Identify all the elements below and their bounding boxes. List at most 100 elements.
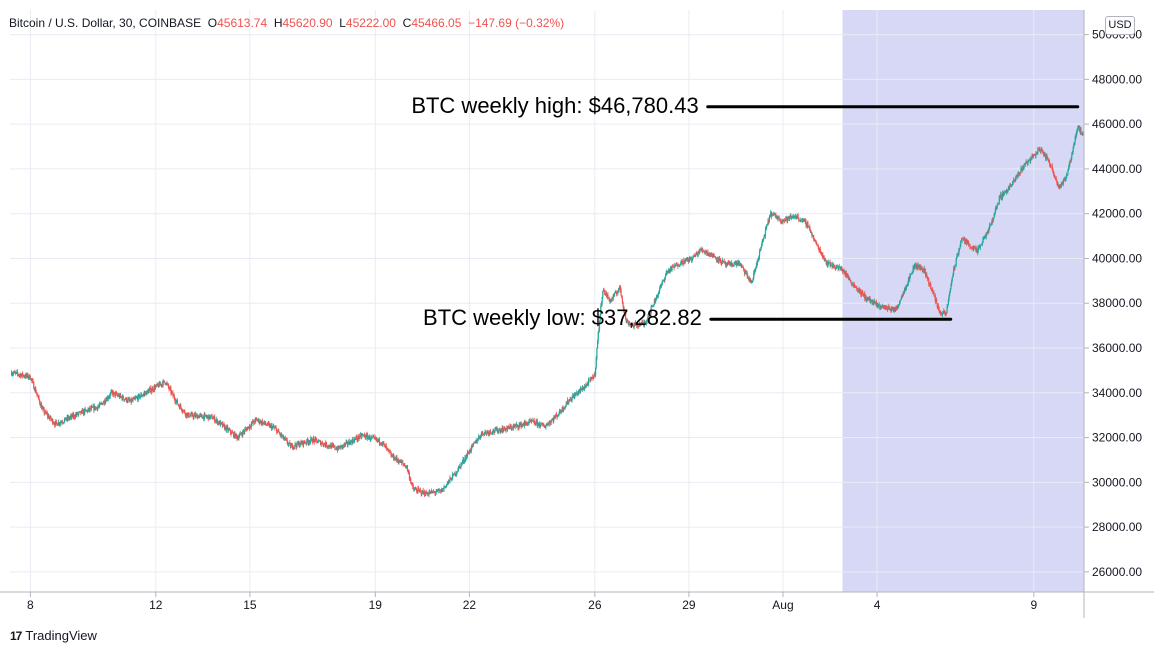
candle-body xyxy=(397,460,399,463)
candle-body xyxy=(724,261,726,263)
candle-body xyxy=(497,431,499,433)
candle-body xyxy=(344,443,346,445)
candle-body xyxy=(874,301,876,303)
candle-body xyxy=(431,490,433,492)
candle-body xyxy=(12,373,14,375)
candle-body xyxy=(1077,126,1079,129)
candle-body xyxy=(992,218,995,221)
candle-body xyxy=(888,308,891,310)
candle-body xyxy=(91,406,94,408)
candle-body xyxy=(892,308,895,312)
candle-body xyxy=(413,488,415,490)
candle-body xyxy=(306,439,308,444)
candle-body xyxy=(182,410,184,412)
candle-body xyxy=(1023,164,1025,168)
candle-body xyxy=(1030,157,1032,159)
candle-body xyxy=(626,320,628,323)
candle-body xyxy=(60,422,62,423)
candle-body xyxy=(615,292,617,294)
symbol-title[interactable]: Bitcoin / U.S. Dollar, 30, COINBASE xyxy=(9,16,202,30)
candle-body xyxy=(693,255,695,257)
candle-body xyxy=(926,274,928,277)
candle-body xyxy=(768,216,770,222)
candle-body xyxy=(388,449,390,452)
currency-button[interactable]: USD xyxy=(1105,16,1135,35)
candle-body xyxy=(258,419,260,423)
candle-body xyxy=(250,426,252,428)
candle-body xyxy=(154,386,156,390)
candle-body xyxy=(966,240,968,245)
candle-body xyxy=(42,408,45,410)
candle-body xyxy=(677,265,680,267)
candle-body xyxy=(519,422,522,425)
candle-body xyxy=(947,304,949,307)
candle-body xyxy=(216,419,218,424)
candle-body xyxy=(798,217,800,220)
candle-body xyxy=(65,417,67,421)
candle-body xyxy=(253,422,256,423)
candle-body xyxy=(1017,172,1019,176)
candle-body xyxy=(490,432,492,434)
candle-body xyxy=(25,374,27,378)
candle-body xyxy=(921,267,923,270)
candle-body xyxy=(976,248,978,253)
candle-body xyxy=(640,324,642,327)
candle-body xyxy=(186,412,188,417)
candle-body xyxy=(650,306,652,314)
candle-body xyxy=(84,409,86,414)
candle-body xyxy=(882,305,884,307)
candle-body xyxy=(1025,161,1027,165)
candle-body xyxy=(616,293,618,295)
candle-body xyxy=(525,422,527,424)
candle-body xyxy=(691,258,693,261)
candle-body xyxy=(659,288,661,292)
candle-body xyxy=(18,374,20,376)
candle-body xyxy=(125,397,127,400)
candle-body xyxy=(573,395,575,398)
candle-body xyxy=(758,256,760,260)
candle-body xyxy=(635,322,637,324)
candle-body xyxy=(10,372,13,376)
candle-body xyxy=(1077,128,1079,130)
candle-body xyxy=(777,216,780,218)
candle-body xyxy=(179,405,181,409)
candle-body xyxy=(689,257,691,259)
candle-body xyxy=(112,391,115,395)
candle-body xyxy=(50,419,53,421)
candle-body xyxy=(105,399,107,402)
candle-body xyxy=(195,414,197,417)
candle-body xyxy=(594,373,596,376)
candle-body xyxy=(202,416,204,419)
candle-body xyxy=(821,253,823,256)
candle-body xyxy=(414,489,416,490)
candle-body xyxy=(262,422,264,425)
candle-body xyxy=(951,280,953,286)
candle-body xyxy=(293,446,295,449)
candle-body xyxy=(176,400,178,402)
candle-body xyxy=(1044,153,1046,156)
candle-body xyxy=(17,373,19,375)
tradingview-logo[interactable]: 17 TradingView xyxy=(10,628,97,643)
candle-body xyxy=(974,247,976,249)
candle-body xyxy=(502,427,504,432)
candle-body xyxy=(1073,144,1075,148)
candle-body xyxy=(675,263,677,267)
candle-body xyxy=(962,238,965,240)
candle-body xyxy=(946,306,948,313)
candle-body xyxy=(71,414,73,418)
candle-body xyxy=(422,490,424,494)
candle-body xyxy=(611,298,613,301)
x-tick-label: 9 xyxy=(1030,598,1037,612)
candle-body xyxy=(207,415,209,420)
candle-body xyxy=(944,311,946,315)
candle-body xyxy=(936,303,938,307)
candle-body xyxy=(673,267,675,269)
candle-body xyxy=(1028,159,1030,161)
candle-body xyxy=(688,260,690,262)
candle-body xyxy=(681,260,683,262)
candle-body xyxy=(325,442,327,446)
candle-body xyxy=(144,393,146,394)
candle-body xyxy=(1007,186,1010,191)
candle-body xyxy=(766,224,769,226)
